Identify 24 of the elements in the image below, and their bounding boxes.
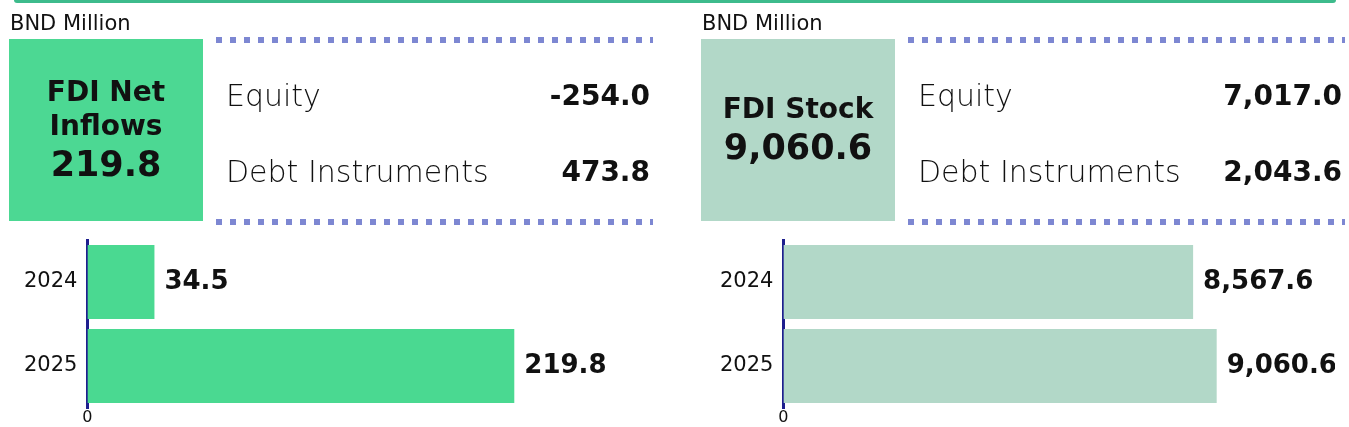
data-label: 34.5 [164,264,229,295]
y-tick-label: 2024 [23,268,78,293]
data-label: 8,567.6 [1203,264,1314,295]
text: FDI Net Inflows [46,74,166,142]
text: 7,017.0 [1223,78,1342,112]
text: Debt Instruments [918,153,1181,189]
data-label: 9,060.6 [1226,348,1337,379]
text: Debt Instruments [226,153,489,189]
text: FDI Stock [722,91,874,125]
text: BND Million [702,11,823,35]
y-tick-label: 2025 [719,352,774,377]
annotation: 0 [82,407,93,427]
text: Equity [918,77,1013,113]
text: 9,060.6 [723,127,873,168]
text: Equity [226,77,321,113]
text: 219.8 [50,144,162,185]
y-tick-label: 2025 [23,352,78,377]
text: 2,043.6 [1223,154,1342,188]
y-tick-label: 2024 [719,268,774,293]
text: 473.8 [561,154,650,188]
text: BND Million [10,11,131,35]
annotation: 0 [778,407,789,427]
text: -254.0 [549,78,650,112]
data-label: 219.8 [524,348,607,379]
